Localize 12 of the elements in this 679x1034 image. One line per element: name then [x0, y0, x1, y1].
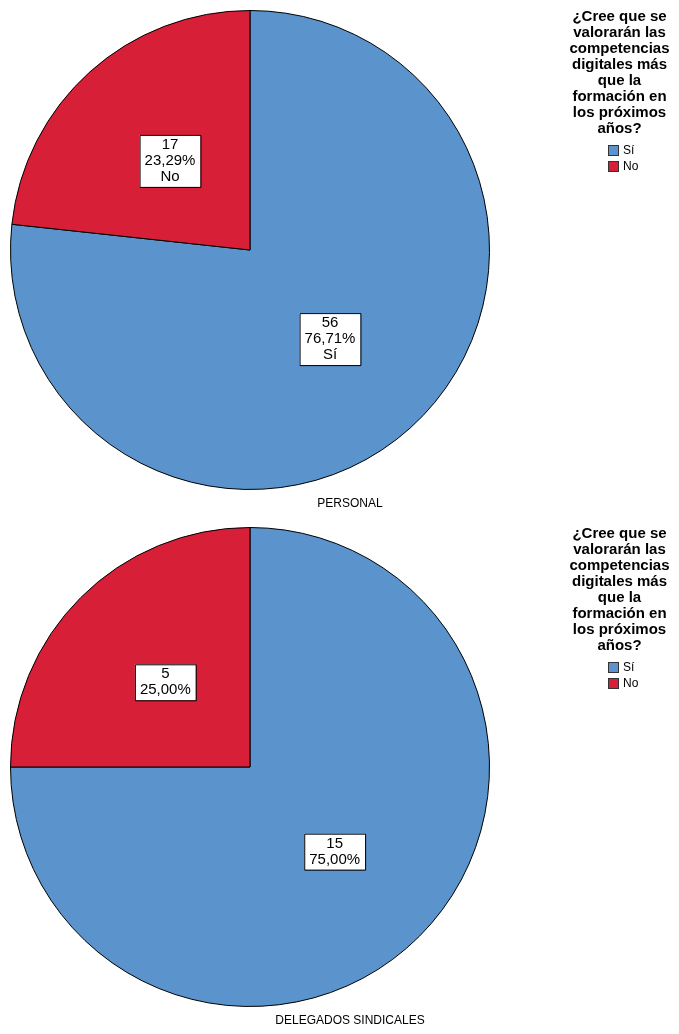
legend-label: No — [623, 159, 639, 173]
data-label: 15 75,00% — [309, 833, 361, 867]
legend-label: No — [623, 676, 639, 690]
data-label: 17 23,29% No — [144, 135, 196, 185]
text: PERSONAL — [316, 496, 384, 510]
legend-title: ¿Cree que se valorarán las competencias digitales más que la formación en los próximos años? — [568, 524, 671, 653]
text: DELEGADOS SINDICALES — [274, 1013, 426, 1027]
legend-title: ¿Cree que se valorarán las competencias digitales más que la formación en los próximos años? — [568, 7, 671, 136]
legend-label: Sí — [623, 143, 635, 157]
data-label: 56 76,71% Sí — [304, 313, 356, 363]
data-label: 5 25,00% — [139, 664, 191, 698]
legend-label: Sí — [623, 660, 635, 674]
